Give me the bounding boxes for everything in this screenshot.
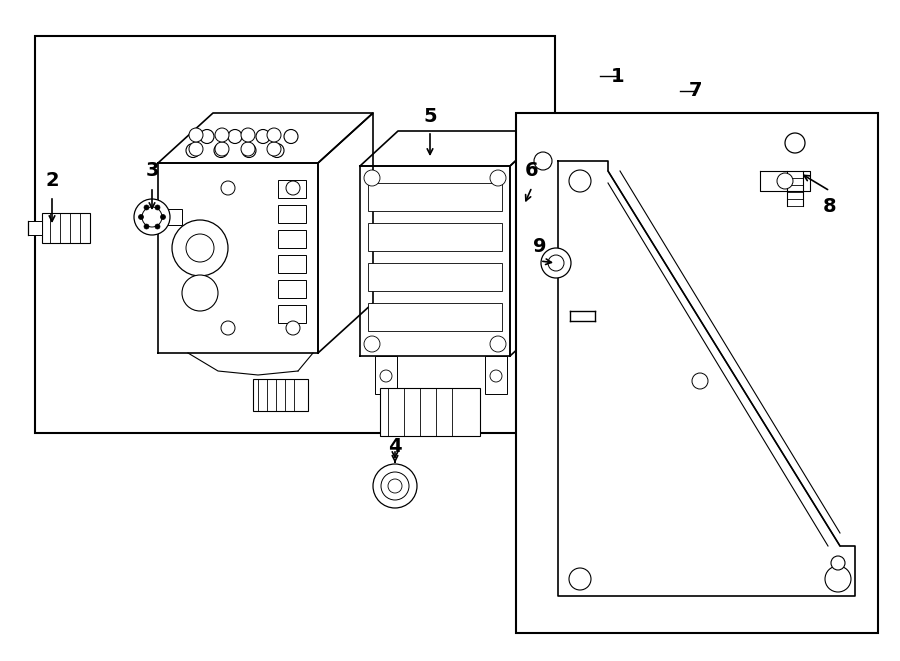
Circle shape <box>155 224 160 229</box>
Circle shape <box>221 181 235 195</box>
Circle shape <box>241 128 255 142</box>
Circle shape <box>569 568 591 590</box>
Circle shape <box>144 224 149 229</box>
Circle shape <box>490 336 506 352</box>
Polygon shape <box>360 166 510 356</box>
Bar <box>368 183 502 211</box>
Circle shape <box>831 556 845 570</box>
Circle shape <box>189 128 203 142</box>
Circle shape <box>364 336 380 352</box>
Circle shape <box>388 479 402 493</box>
Polygon shape <box>360 131 548 166</box>
Bar <box>516 113 878 633</box>
Circle shape <box>267 142 281 156</box>
Circle shape <box>569 170 591 192</box>
Circle shape <box>490 170 506 186</box>
Circle shape <box>186 234 214 262</box>
Circle shape <box>785 133 805 153</box>
Bar <box>368 263 502 291</box>
Circle shape <box>189 142 203 156</box>
Circle shape <box>242 143 256 157</box>
Circle shape <box>381 472 409 500</box>
Bar <box>278 280 306 298</box>
Circle shape <box>548 255 564 271</box>
Circle shape <box>490 370 502 382</box>
Polygon shape <box>510 131 548 356</box>
Circle shape <box>373 464 417 508</box>
Circle shape <box>215 142 229 156</box>
Bar <box>485 356 507 394</box>
Circle shape <box>241 142 255 156</box>
Bar <box>28 221 42 235</box>
Circle shape <box>155 205 160 210</box>
Circle shape <box>142 207 162 227</box>
Circle shape <box>139 215 143 219</box>
Polygon shape <box>558 161 855 596</box>
Circle shape <box>284 130 298 143</box>
Circle shape <box>286 321 300 335</box>
Polygon shape <box>158 163 318 353</box>
Circle shape <box>777 173 793 189</box>
Circle shape <box>200 130 214 143</box>
Text: 1: 1 <box>611 67 625 85</box>
Bar <box>278 230 306 248</box>
Circle shape <box>256 130 270 143</box>
Text: 8: 8 <box>824 196 837 215</box>
Circle shape <box>134 199 170 235</box>
Bar <box>253 379 308 411</box>
Bar <box>375 356 397 394</box>
Circle shape <box>215 128 229 142</box>
Text: 9: 9 <box>533 237 547 256</box>
Text: 5: 5 <box>423 106 436 126</box>
Circle shape <box>68 181 212 325</box>
Circle shape <box>534 152 552 170</box>
Bar <box>166 209 182 225</box>
Bar <box>278 205 306 223</box>
Bar <box>368 223 502 251</box>
Circle shape <box>825 566 851 592</box>
Circle shape <box>380 370 392 382</box>
Bar <box>380 388 480 436</box>
Circle shape <box>214 143 228 157</box>
Text: 2: 2 <box>45 171 58 190</box>
Bar <box>278 255 306 273</box>
Bar <box>278 305 306 323</box>
Polygon shape <box>158 113 373 163</box>
Text: 7: 7 <box>689 81 703 100</box>
Circle shape <box>267 128 281 142</box>
Text: 3: 3 <box>145 161 158 180</box>
Bar <box>368 303 502 331</box>
Circle shape <box>144 205 149 210</box>
Circle shape <box>364 170 380 186</box>
Text: 6: 6 <box>526 161 539 180</box>
Bar <box>278 180 306 198</box>
Bar <box>42 213 90 243</box>
Circle shape <box>172 220 228 276</box>
Polygon shape <box>318 113 373 353</box>
Circle shape <box>160 215 166 219</box>
Circle shape <box>182 275 218 311</box>
Circle shape <box>286 181 300 195</box>
Text: 4: 4 <box>388 436 401 455</box>
Circle shape <box>221 321 235 335</box>
Circle shape <box>270 143 284 157</box>
Circle shape <box>692 373 708 389</box>
Polygon shape <box>760 171 810 191</box>
Circle shape <box>186 143 200 157</box>
Circle shape <box>541 248 571 278</box>
Bar <box>35 36 555 433</box>
Circle shape <box>228 130 242 143</box>
